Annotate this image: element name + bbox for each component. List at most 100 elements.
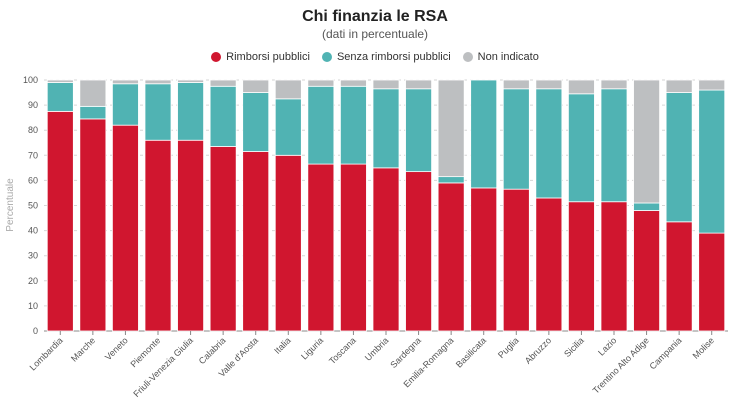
legend-swatch-senza-rimborsi	[321, 52, 332, 62]
bar-segment-rimborsi[interactable]: Marche — Rimborsi pubblici: 84.5	[79, 118, 107, 332]
bar-segment-rimborsi[interactable]: Liguria — Rimborsi pubblici: 66.5	[307, 163, 335, 332]
bar-segment-senza-rimborsi[interactable]: Friuli-Venezia Giulia — Senza rimborsi p…	[177, 82, 205, 141]
x-tick-label: Friuli-Venezia Giulia	[131, 335, 195, 399]
legend-label-non-indicato: Non indicato	[477, 51, 539, 63]
x-tick-label: Toscana	[327, 335, 358, 366]
bar-segment-non-indicato[interactable]: Toscana — Non indicato: 2.5	[339, 79, 367, 87]
bar-segment-non-indicato[interactable]: Sicilia — Non indicato: 5.5	[568, 79, 595, 95]
bar-segment-senza-rimborsi[interactable]: Umbria — Senza rimborsi pubblici: 31.5	[372, 88, 400, 169]
bar-segment-senza-rimborsi[interactable]: Molise — Senza rimborsi pubblici: 57	[698, 89, 726, 234]
bar-segment-rimborsi[interactable]: Valle d'Aosta — Rimborsi pubblici: 71.5	[242, 151, 270, 332]
bar-segment-senza-rimborsi[interactable]: Sicilia — Senza rimborsi pubblici: 43	[568, 93, 595, 203]
bar-segment-senza-rimborsi[interactable]: Veneto — Senza rimborsi pubblici: 16.5	[112, 83, 139, 126]
legend-item-rimborsi[interactable]: Rimborsi pubblici	[211, 51, 310, 63]
bar-segment-non-indicato[interactable]: Italia — Non indicato: 7.5	[274, 79, 302, 100]
bar-segment-rimborsi[interactable]: Sardegna — Rimborsi pubblici: 63.5	[405, 171, 432, 332]
bar-segment-rimborsi[interactable]: Toscana — Rimborsi pubblici: 66.5	[339, 163, 367, 332]
y-tick-label: 70	[28, 150, 38, 160]
bar-segment-senza-rimborsi[interactable]: Liguria — Senza rimborsi pubblici: 31	[307, 85, 335, 165]
bar-segment-non-indicato[interactable]: Abruzzo — Non indicato: 3.5	[535, 79, 563, 90]
bar-segment-senza-rimborsi[interactable]: Valle d'Aosta — Senza rimborsi pubblici:…	[242, 92, 270, 152]
bar-segment-non-indicato[interactable]: Piemonte — Non indicato: 1.5	[144, 79, 172, 85]
legend-swatch-non-indicato	[462, 52, 473, 62]
bar-segment-rimborsi[interactable]: Calabria — Rimborsi pubblici: 73.5	[209, 146, 237, 332]
bar-segment-rimborsi[interactable]: Umbria — Rimborsi pubblici: 65	[372, 167, 400, 332]
bar-segment-senza-rimborsi[interactable]: Trentino Alto Adige — Senza rimborsi pub…	[633, 202, 660, 211]
bar-segment-non-indicato[interactable]: Friuli-Venezia Giulia — Non indicato: 1	[177, 79, 205, 83]
bar-segment-rimborsi[interactable]: Campania — Rimborsi pubblici: 43.5	[665, 221, 693, 332]
bar-segment-non-indicato[interactable]: Veneto — Non indicato: 1.5	[112, 79, 139, 85]
legend-label-senza-rimborsi: Senza rimborsi pubblici	[336, 51, 451, 63]
x-tick-label: Trentino Alto Adige	[591, 335, 651, 395]
y-tick-label: 30	[28, 251, 38, 261]
chart-subtitle: (dati in percentuale)	[321, 27, 429, 41]
x-tick-label: Umbria	[363, 335, 391, 363]
x-axis: Lombardia Marche VenetoPiemonteFriuli-Vene…	[28, 331, 716, 399]
bar-segment-rimborsi[interactable]: Abruzzo — Rimborsi pubblici: 53	[535, 197, 563, 332]
x-tick-label: Italia	[272, 335, 293, 356]
y-tick-label: 90	[28, 100, 38, 110]
bar-segment-non-indicato[interactable]: Trentino Alto Adige — Non indicato: 49	[633, 79, 660, 204]
x-tick-label: Lazio	[596, 335, 618, 357]
x-tick-label: Molise	[691, 335, 716, 360]
bar-segment-senza-rimborsi[interactable]: Toscana — Senza rimborsi pubblici: 31	[339, 85, 367, 165]
y-tick-label: 80	[28, 125, 38, 135]
bar-segment-rimborsi[interactable]: Sicilia — Rimborsi pubblici: 51.5	[568, 201, 595, 332]
bar-series: Lombardia — Rimborsi pubblici: 87.5Lomba…	[46, 79, 726, 332]
bar-segment-rimborsi[interactable]: Piemonte — Rimborsi pubblici: 76	[144, 139, 172, 332]
x-tick-label: Calabria	[197, 335, 228, 366]
bar-segment-senza-rimborsi[interactable]: Calabria — Senza rimborsi pubblici: 24	[209, 85, 237, 147]
bar-segment-senza-rimborsi[interactable]: Italia — Senza rimborsi pubblici: 22.5	[274, 98, 302, 156]
bar-segment-non-indicato[interactable]: Calabria — Non indicato: 2.5	[209, 79, 237, 87]
y-tick-label: 10	[28, 301, 38, 311]
bar-segment-senza-rimborsi[interactable]: Piemonte — Senza rimborsi pubblici: 22.5	[144, 83, 172, 141]
bar-segment-senza-rimborsi[interactable]: Basilicata — Senza rimborsi pubblici: 43	[470, 79, 498, 189]
bar-segment-senza-rimborsi[interactable]: Lombardia — Senza rimborsi pubblici: 11.…	[46, 82, 74, 112]
x-tick-label: Campania	[647, 335, 683, 371]
x-tick-label: Liguria	[299, 335, 325, 361]
bar-segment-senza-rimborsi[interactable]: Marche — Senza rimborsi pubblici: 5	[79, 105, 107, 120]
bar-segment-rimborsi[interactable]: Trentino Alto Adige — Rimborsi pubblici:…	[633, 210, 660, 332]
bar-segment-rimborsi[interactable]: Lazio — Rimborsi pubblici: 51.5	[600, 201, 628, 332]
bar-segment-rimborsi[interactable]: Italia — Rimborsi pubblici: 70	[274, 154, 302, 332]
bar-segment-non-indicato[interactable]: Valle d'Aosta — Non indicato: 5	[242, 79, 270, 93]
y-axis: 0 10 20 30 40 50 60 70 80 90 100	[23, 75, 38, 336]
x-tick-label: Puglia	[496, 335, 521, 360]
bar-segment-senza-rimborsi[interactable]: Emilia-Romagna — Senza rimborsi pubblici…	[437, 176, 465, 184]
bar-segment-rimborsi[interactable]: Basilicata — Rimborsi pubblici: 57	[470, 187, 498, 332]
bar-segment-rimborsi[interactable]: Veneto — Rimborsi pubblici: 82	[112, 124, 139, 332]
bar-segment-non-indicato[interactable]: Emilia-Romagna — Non indicato: 38.5	[437, 79, 465, 178]
bar-segment-senza-rimborsi[interactable]: Sardegna — Senza rimborsi pubblici: 33	[405, 88, 432, 173]
bar-segment-non-indicato[interactable]: Marche — Non indicato: 10.5	[79, 79, 107, 107]
bar-segment-rimborsi[interactable]: Emilia-Romagna — Rimborsi pubblici: 59	[437, 182, 465, 332]
x-tick-label: Lombardia	[28, 335, 65, 372]
legend-item-non-indicato[interactable]: Non indicato	[462, 51, 539, 63]
x-tick-label: Sicilia	[562, 335, 586, 359]
x-tick-label: Abruzzo	[523, 335, 553, 365]
bar-segment-rimborsi[interactable]: Puglia — Rimborsi pubblici: 56.5	[502, 188, 530, 332]
bar-segment-non-indicato[interactable]: Molise — Non indicato: 4	[698, 79, 726, 91]
y-tick-label: 40	[28, 226, 38, 236]
bar-segment-non-indicato[interactable]: Campania — Non indicato: 5	[665, 79, 693, 93]
bar-segment-rimborsi[interactable]: Friuli-Venezia Giulia — Rimborsi pubblic…	[177, 139, 205, 332]
bar-segment-senza-rimborsi[interactable]: Abruzzo — Senza rimborsi pubblici: 43.5	[535, 88, 563, 199]
bar-segment-non-indicato[interactable]: Lazio — Non indicato: 3.5	[600, 79, 628, 90]
y-tick-label: 100	[23, 75, 38, 85]
y-tick-label: 50	[28, 201, 38, 211]
chart-title: Chi finanzia le RSA	[302, 8, 448, 25]
y-tick-label: 20	[28, 276, 38, 286]
bar-segment-non-indicato[interactable]: Umbria — Non indicato: 3.5	[372, 79, 400, 90]
bar-segment-senza-rimborsi[interactable]: Campania — Senza rimborsi pubblici: 51.5	[665, 92, 693, 223]
bar-segment-senza-rimborsi[interactable]: Lazio — Senza rimborsi pubblici: 45	[600, 88, 628, 203]
bar-segment-rimborsi[interactable]: Lombardia — Rimborsi pubblici: 87.5	[46, 110, 74, 332]
bar-segment-non-indicato[interactable]: Puglia — Non indicato: 3.5	[502, 79, 530, 90]
bar-segment-non-indicato[interactable]: Lombardia — Non indicato: 1	[46, 79, 74, 83]
legend-item-senza-rimborsi[interactable]: Senza rimborsi pubblici	[321, 51, 451, 63]
bar-segment-rimborsi[interactable]: Molise — Rimborsi pubblici: 39	[698, 232, 726, 332]
bar-segment-non-indicato[interactable]: Liguria — Non indicato: 2.5	[307, 79, 335, 87]
bar-segment-non-indicato[interactable]: Sardegna — Non indicato: 3.5	[405, 79, 432, 90]
legend-swatch-rimborsi	[211, 52, 222, 62]
bar-segment-senza-rimborsi[interactable]: Puglia — Senza rimborsi pubblici: 40	[502, 88, 530, 190]
x-tick-label: Veneto	[103, 335, 130, 362]
